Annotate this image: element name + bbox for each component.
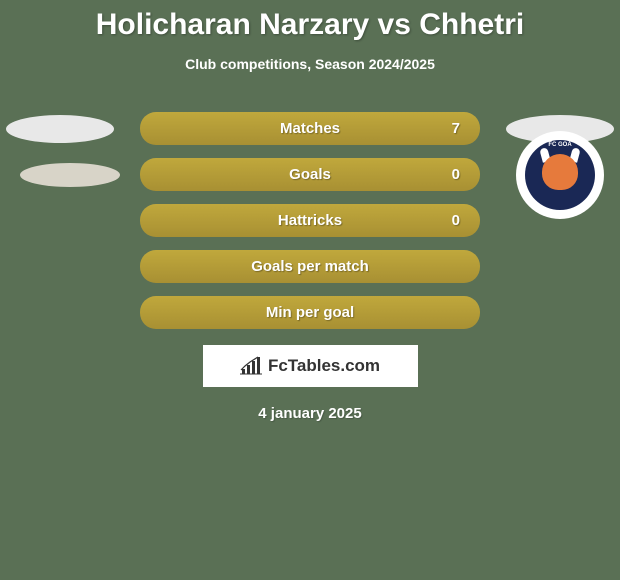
team-left-placeholder-icon (20, 163, 120, 187)
page-title: Holicharan Narzary vs Chhetri (0, 0, 620, 42)
stat-label: Hattricks (278, 212, 342, 229)
stat-bar-matches: Matches 7 (140, 112, 480, 145)
stat-row: Min per goal (0, 296, 620, 329)
stat-label: Goals (289, 166, 331, 183)
stat-row: Matches 7 (0, 112, 620, 145)
stat-value: 7 (452, 120, 460, 137)
stat-row: Goals per match (0, 250, 620, 283)
date-text: 4 january 2025 (0, 405, 620, 422)
subtitle: Club competitions, Season 2024/2025 (0, 56, 620, 72)
stat-row: Hattricks 0 (0, 204, 620, 237)
stat-value: 0 (452, 166, 460, 183)
stat-bar-min-per-goal: Min per goal (140, 296, 480, 329)
stat-label: Goals per match (251, 258, 369, 275)
stats-container: Matches 7 Goals 0 FC GOA Hattricks 0 G (0, 112, 620, 329)
stat-bar-goals: Goals 0 (140, 158, 480, 191)
stat-label: Matches (280, 120, 340, 137)
stat-bar-hattricks: Hattricks 0 (140, 204, 480, 237)
brand-box: FcTables.com (203, 345, 418, 387)
stat-bar-goals-per-match: Goals per match (140, 250, 480, 283)
stat-label: Min per goal (266, 304, 354, 321)
stat-value: 0 (452, 212, 460, 229)
chart-icon (240, 356, 262, 376)
player-left-placeholder-icon (6, 115, 114, 143)
stat-row: Goals 0 FC GOA (0, 158, 620, 191)
brand-text: FcTables.com (268, 356, 380, 376)
